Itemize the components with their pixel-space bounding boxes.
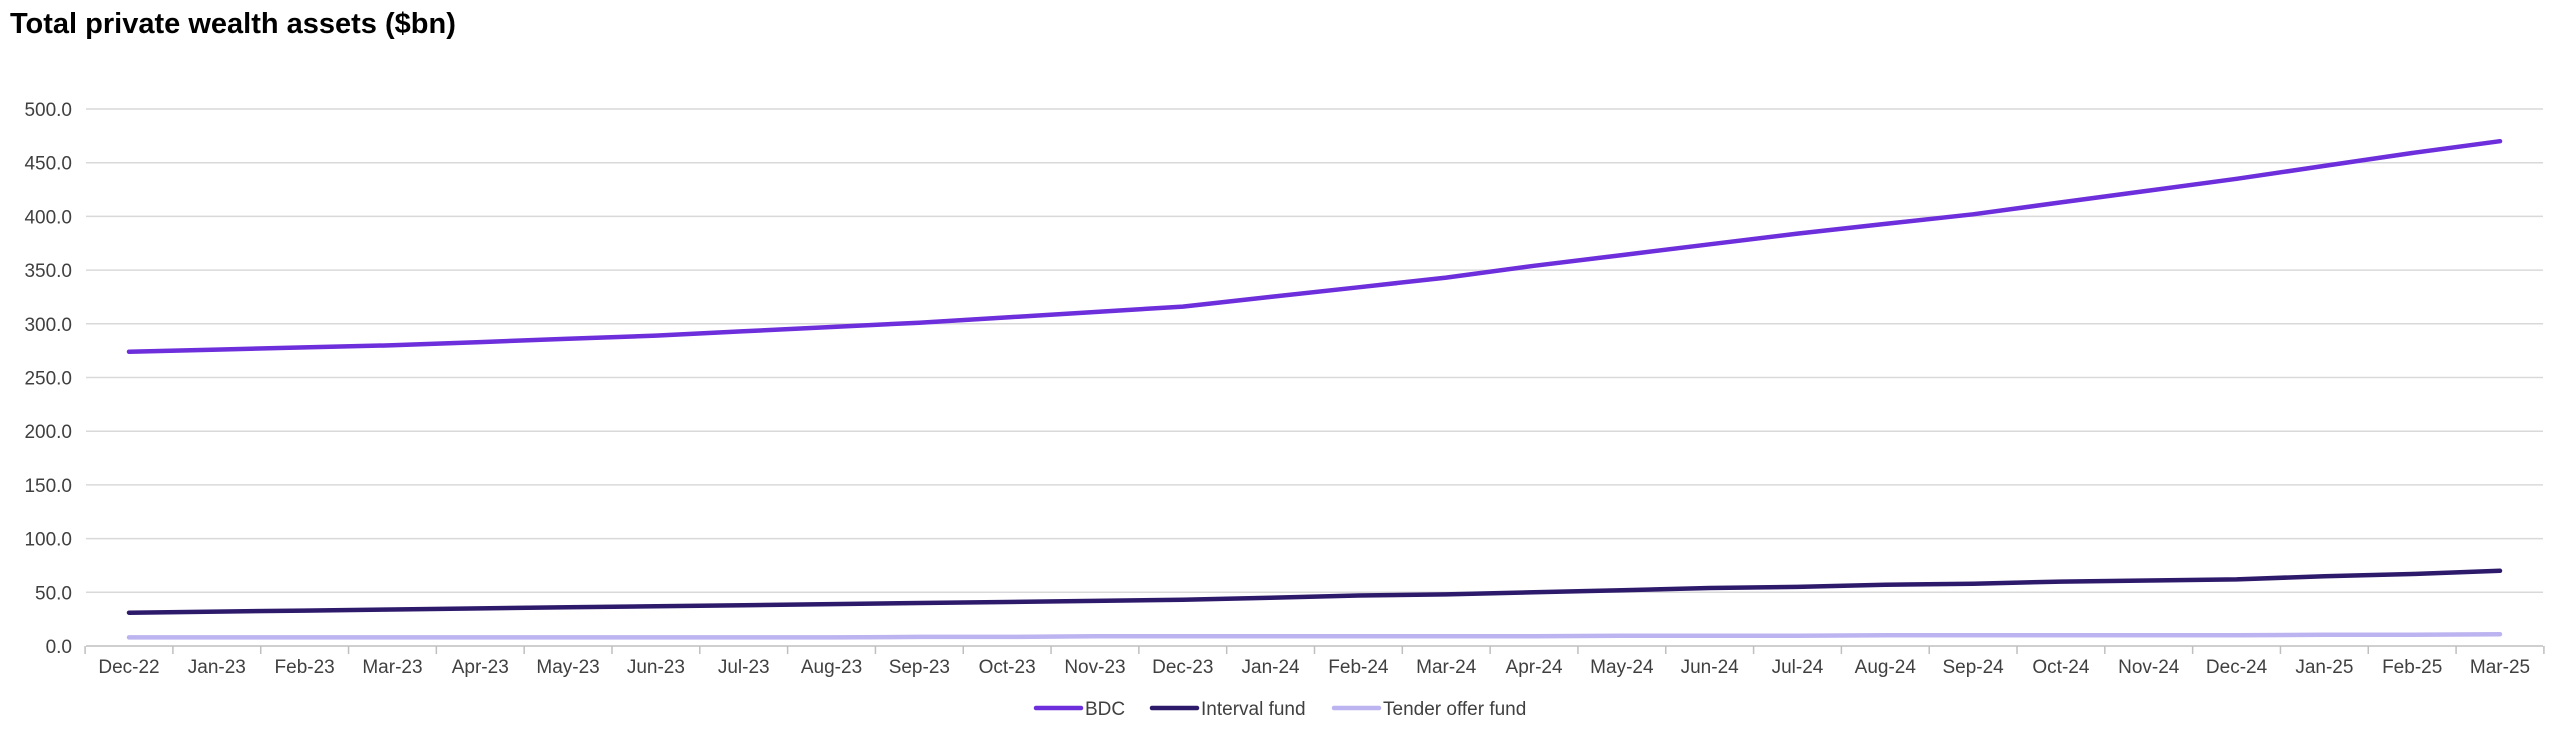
grid-layer: [86, 108, 2543, 594]
x-tick-label: Jan-24: [1242, 657, 1301, 678]
y-tick-label: 50.0: [35, 583, 72, 604]
y-tick-label: 350.0: [24, 261, 72, 282]
y-tick-label: 0.0: [46, 637, 72, 658]
x-tick-label: Jul-23: [718, 657, 770, 678]
series-line-tender-offer-fund: [126, 631, 2503, 640]
legend-label-interval-fund: Interval fund: [1201, 699, 1306, 720]
x-tick-label: Feb-25: [2382, 657, 2442, 678]
x-tick-label: Oct-24: [2032, 657, 2089, 678]
series-line-bdc: [126, 138, 2503, 354]
x-tick-label: Sep-24: [1942, 657, 2004, 678]
x-tick-label: Nov-24: [2118, 657, 2180, 678]
y-tick-label: 450.0: [24, 154, 72, 175]
y-tick-label: 150.0: [24, 476, 72, 497]
x-tick-label: Aug-23: [801, 657, 862, 678]
legend: BDC Interval fund Tender offer fund: [1033, 699, 1526, 720]
x-tick-label: Mar-23: [362, 657, 422, 678]
y-tick-label: 200.0: [24, 422, 72, 443]
x-tick-label: Apr-24: [1506, 657, 1563, 678]
x-tick-label: Oct-23: [979, 657, 1036, 678]
x-tick-label: Mar-24: [1416, 657, 1477, 678]
y-tick-label: 400.0: [24, 207, 72, 228]
y-tick-label: 500.0: [24, 100, 72, 121]
x-tick-label: Aug-24: [1855, 657, 1917, 678]
x-tick-label: Dec-24: [2206, 657, 2268, 678]
x-tick-label: Jan-23: [188, 657, 246, 678]
x-tick-label: Jun-23: [627, 657, 685, 678]
x-tick-label: May-24: [1590, 657, 1654, 678]
axis-layer: 0.0 50.0 100.0 150.0 200.0 250.0 300.0 350.0 400…: [24, 100, 2545, 678]
y-tick-label: 300.0: [24, 315, 72, 336]
legend-label-bdc: BDC: [1085, 699, 1125, 720]
y-tick-label: 250.0: [24, 369, 72, 390]
y-tick-label: 100.0: [24, 530, 72, 551]
x-tick-label: Feb-23: [275, 657, 335, 678]
x-tick-label: Mar-25: [2470, 657, 2530, 678]
x-tick-label: Dec-22: [98, 657, 159, 678]
x-tick-label: Sep-23: [889, 657, 950, 678]
x-tick-label: Jul-24: [1772, 657, 1824, 678]
x-tick-label: Dec-23: [1152, 657, 1213, 678]
x-tick-label: Nov-23: [1064, 657, 1125, 678]
legend-label-tender-offer-fund: Tender offer fund: [1383, 699, 1526, 720]
chart-title: Total private wealth assets ($bn): [10, 8, 456, 40]
series-layer: [126, 138, 2503, 640]
x-tick-label: May-23: [536, 657, 599, 678]
x-tick-label: Jun-24: [1681, 657, 1740, 678]
x-tick-label: Apr-23: [452, 657, 509, 678]
x-tick-label: Jan-25: [2295, 657, 2353, 678]
series-line-interval-fund: [126, 568, 2503, 615]
x-tick-label: Feb-24: [1328, 657, 1389, 678]
